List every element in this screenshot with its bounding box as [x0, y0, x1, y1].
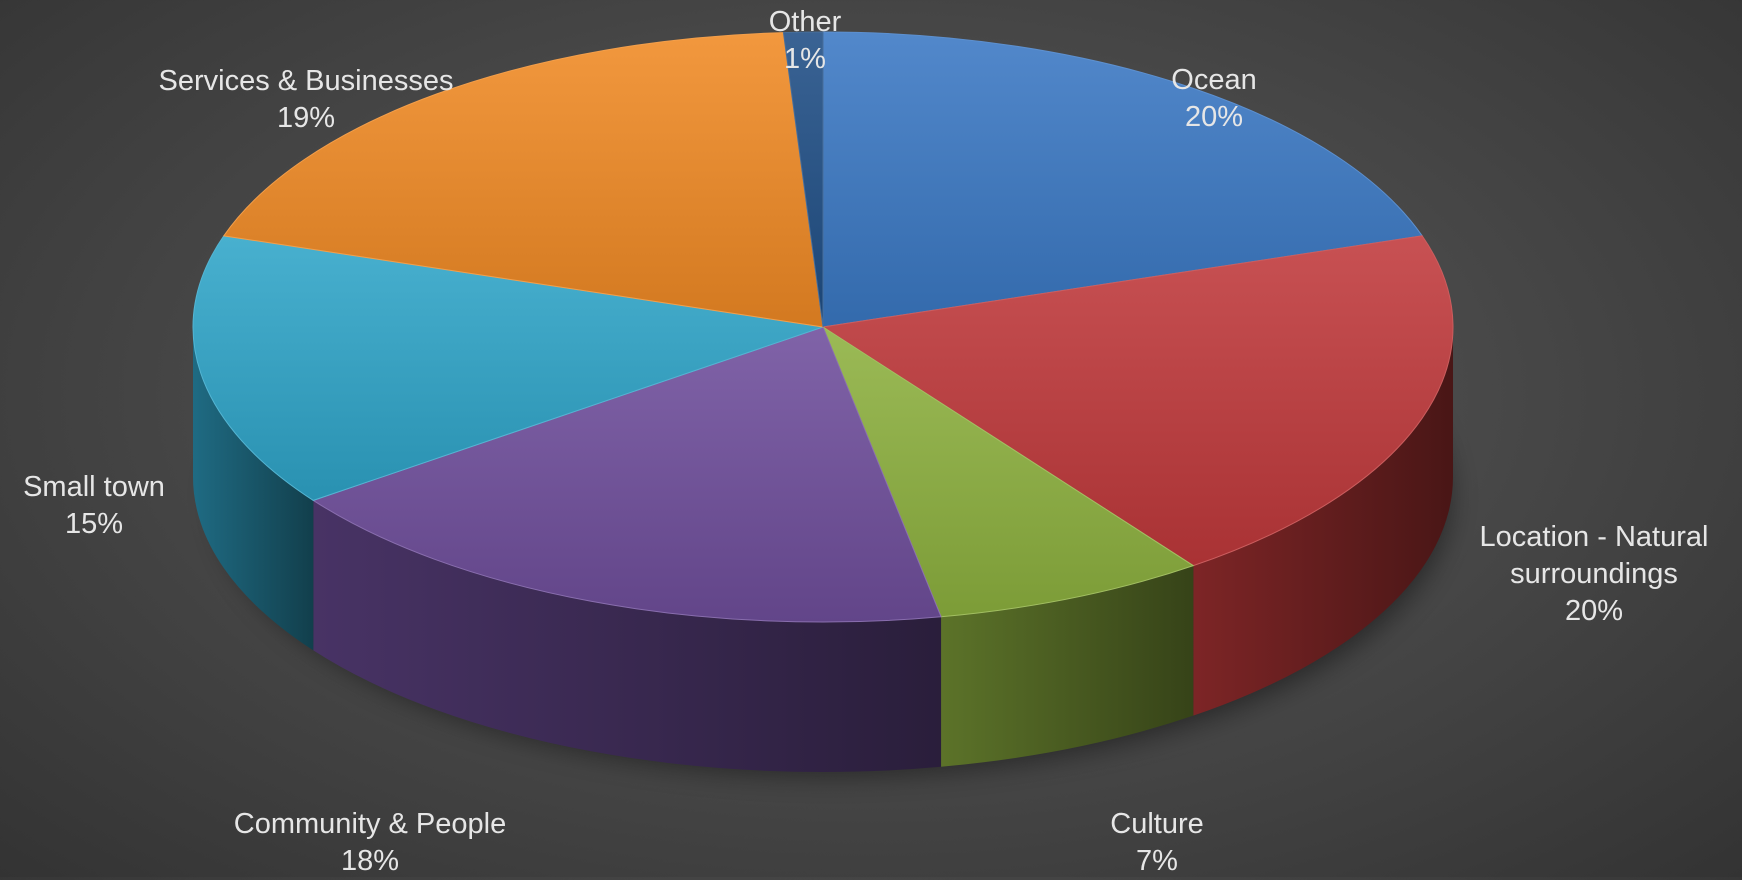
pie-slice-small-town: [192, 235, 824, 501]
slice-label-percent: 20%: [1564, 595, 1624, 627]
pie-slice-location-natural-surroundings: [821, 235, 1454, 567]
slice-label-name: Culture: [1110, 808, 1204, 840]
pie-top-faces: [192, 31, 1454, 623]
pie-slice-side-location-natural-surroundings: [1193, 327, 1453, 716]
slice-label-name: Other: [768, 6, 842, 38]
slice-label-name: surroundings: [1510, 558, 1678, 590]
slice-label-percent: 18%: [340, 845, 400, 877]
slice-label-ocean: Ocean 20%: [1171, 62, 1256, 136]
slice-label-community-people: Community & People 18%: [234, 806, 506, 880]
pie-slice-culture: [821, 325, 1195, 618]
slice-label-location-natural-surroundings: Location - Natural surroundings 20%: [1480, 519, 1709, 630]
slice-label-percent: 20%: [1184, 101, 1244, 133]
pie-slice-side-community-people: [313, 500, 942, 772]
slice-label-percent: 1%: [784, 43, 826, 75]
slice-label-percent: 19%: [276, 102, 336, 134]
slice-label-name: Small town: [23, 471, 165, 503]
slice-label-culture: Culture 7%: [1110, 806, 1204, 880]
pie-slice-other: [782, 31, 824, 328]
pie-slice-services-businesses: [222, 32, 824, 328]
slice-label-name: Ocean: [1171, 64, 1257, 96]
slice-label-name: Services & Businesses: [158, 65, 454, 97]
slice-label-percent: 15%: [64, 508, 124, 540]
pie-slice-ocean: [822, 31, 1424, 328]
pie-side-walls: [193, 327, 1453, 772]
slice-label-name: Location - Natural: [1479, 521, 1709, 553]
pie-slice-community-people: [312, 326, 942, 623]
slice-label-other: Other 1%: [769, 4, 842, 78]
slice-label-percent: 7%: [1136, 845, 1178, 877]
pie-slice-side-culture: [941, 565, 1194, 767]
slice-label-name: Community & People: [233, 808, 507, 840]
slice-label-services-businesses: Services & Businesses 19%: [159, 63, 454, 137]
pie-slice-side-small-town: [193, 327, 314, 651]
slice-label-small-town: Small town 15%: [23, 469, 165, 543]
